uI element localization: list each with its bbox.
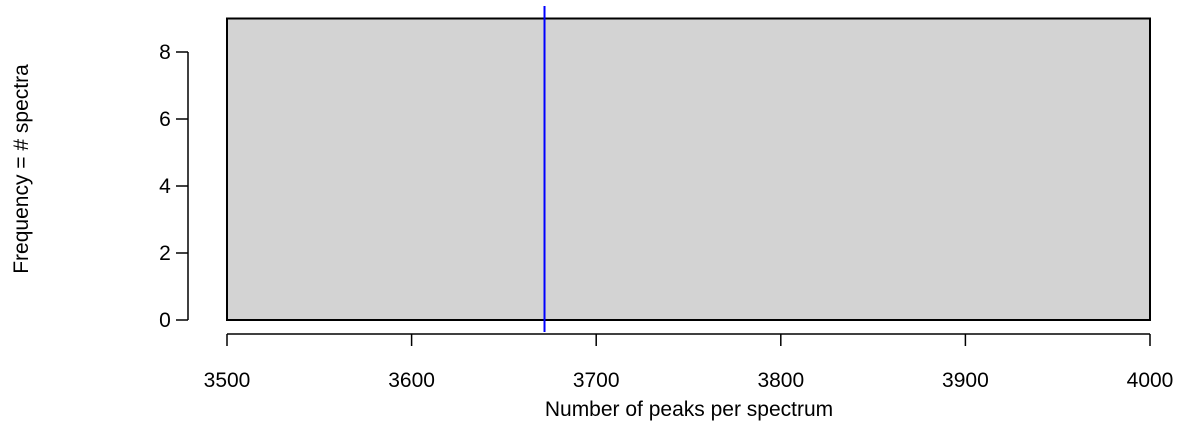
y-tick-label-2: 2 — [159, 242, 171, 265]
x-tick-label-3900: 3900 — [942, 369, 989, 392]
y-tick-label-4: 4 — [159, 175, 171, 198]
x-axis-title: Number of peaks per spectrum — [545, 398, 833, 421]
y-tick-label-8: 8 — [159, 41, 171, 64]
y-axis: 0 2 4 6 8 — [159, 41, 189, 332]
y-tick-label-6: 6 — [159, 108, 171, 131]
y-tick-label-0: 0 — [159, 309, 171, 332]
y-axis-title: Frequency = # spectra — [10, 64, 33, 274]
x-tick-label-4000: 4000 — [1127, 369, 1174, 392]
histogram-bar-0 — [226, 17, 1151, 321]
x-tick-label-3500: 3500 — [204, 369, 251, 392]
x-tick-label-3600: 3600 — [388, 369, 435, 392]
histogram-bars — [226, 17, 1151, 321]
x-tick-label-3700: 3700 — [573, 369, 620, 392]
x-axis: 3500 3600 3700 3800 3900 4000 — [204, 333, 1174, 392]
x-tick-label-3800: 3800 — [757, 369, 804, 392]
